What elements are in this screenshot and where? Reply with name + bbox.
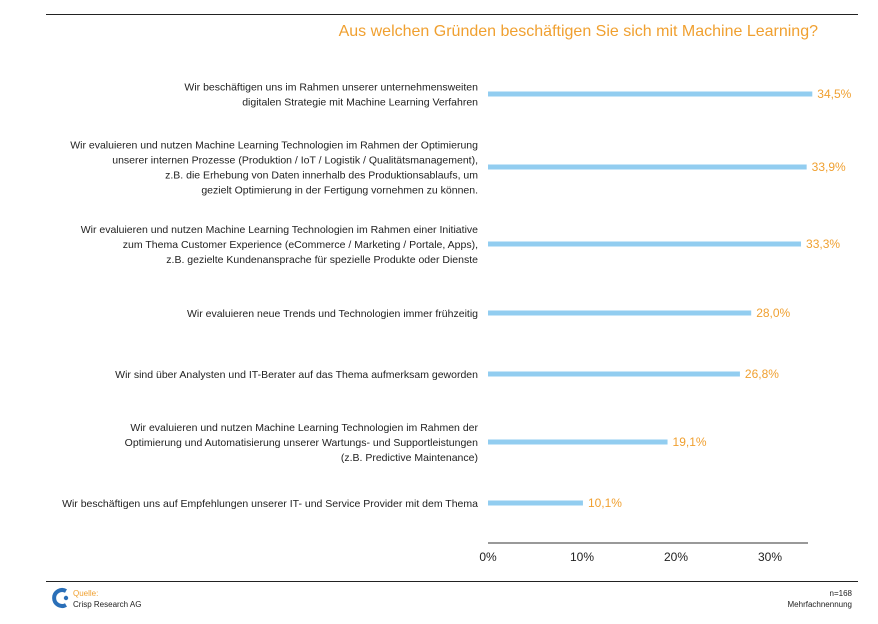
category-label-7-line-1: Wir beschäftigen uns auf Empfehlungen un…: [62, 498, 478, 510]
category-label-3-line-1: Wir evaluieren und nutzen Machine Learni…: [81, 224, 478, 236]
value-label-4: 28,0%: [756, 306, 790, 320]
value-label-5: 26,8%: [745, 367, 779, 381]
bar-5: [488, 371, 740, 377]
bar-4: [488, 310, 752, 316]
source-value: Crisp Research AG: [73, 600, 142, 609]
value-label-2: 33,9%: [812, 160, 846, 174]
bar-1: [488, 91, 813, 97]
sample-size: n=168: [829, 589, 852, 598]
category-label-3-line-3: z.B. gezielte Kundenansprache für spezie…: [166, 254, 478, 266]
x-tick-label-2: 10%: [570, 550, 594, 564]
value-label-3: 33,3%: [806, 237, 840, 251]
category-label-6-line-3: (z.B. Predictive Maintenance): [341, 452, 478, 464]
category-label-4-line-1: Wir evaluieren neue Trends und Technolog…: [187, 308, 478, 320]
category-label-6-line-2: Optimierung und Automatisierung unserer …: [125, 437, 478, 449]
bar-7: [488, 500, 583, 506]
x-tick-label-3: 20%: [664, 550, 688, 564]
multiple-answers-note: Mehrfachnennung: [787, 600, 853, 609]
category-label-2-line-1: Wir evaluieren und nutzen Machine Learni…: [70, 140, 478, 152]
value-label-6: 19,1%: [673, 435, 707, 449]
source-label: Quelle:: [73, 589, 99, 598]
category-label-2-line-4: gezielt Optimierung in der Fertigung vor…: [201, 185, 478, 197]
value-label-1: 34,5%: [817, 87, 851, 101]
bar-2: [488, 164, 807, 170]
value-label-7: 10,1%: [588, 496, 622, 510]
x-tick-label-1: 0%: [479, 550, 497, 564]
bar-3: [488, 241, 802, 247]
crisp-logo-icon: [52, 588, 69, 608]
x-tick-label-4: 30%: [758, 550, 782, 564]
category-label-2-line-3: z.B. die Erhebung von Daten innerhalb de…: [165, 170, 478, 182]
category-label-6-line-1: Wir evaluieren und nutzen Machine Learni…: [130, 422, 478, 434]
bar-6: [488, 439, 668, 445]
top-rule: [46, 14, 858, 15]
category-label-3-line-2: zum Thema Customer Experience (eCommerce…: [123, 239, 478, 251]
category-label-2-line-2: unserer internen Prozesse (Produktion / …: [112, 155, 478, 167]
category-label-1-line-1: Wir beschäftigen uns im Rahmen unserer u…: [184, 82, 478, 94]
category-label-1-line-2: digitalen Strategie mit Machine Learning…: [242, 97, 478, 109]
chart-title: Aus welchen Gründen beschäftigen Sie sic…: [338, 23, 818, 40]
category-label-5-line-1: Wir sind über Analysten und IT-Berater a…: [115, 369, 478, 381]
bottom-rule: [46, 581, 858, 582]
